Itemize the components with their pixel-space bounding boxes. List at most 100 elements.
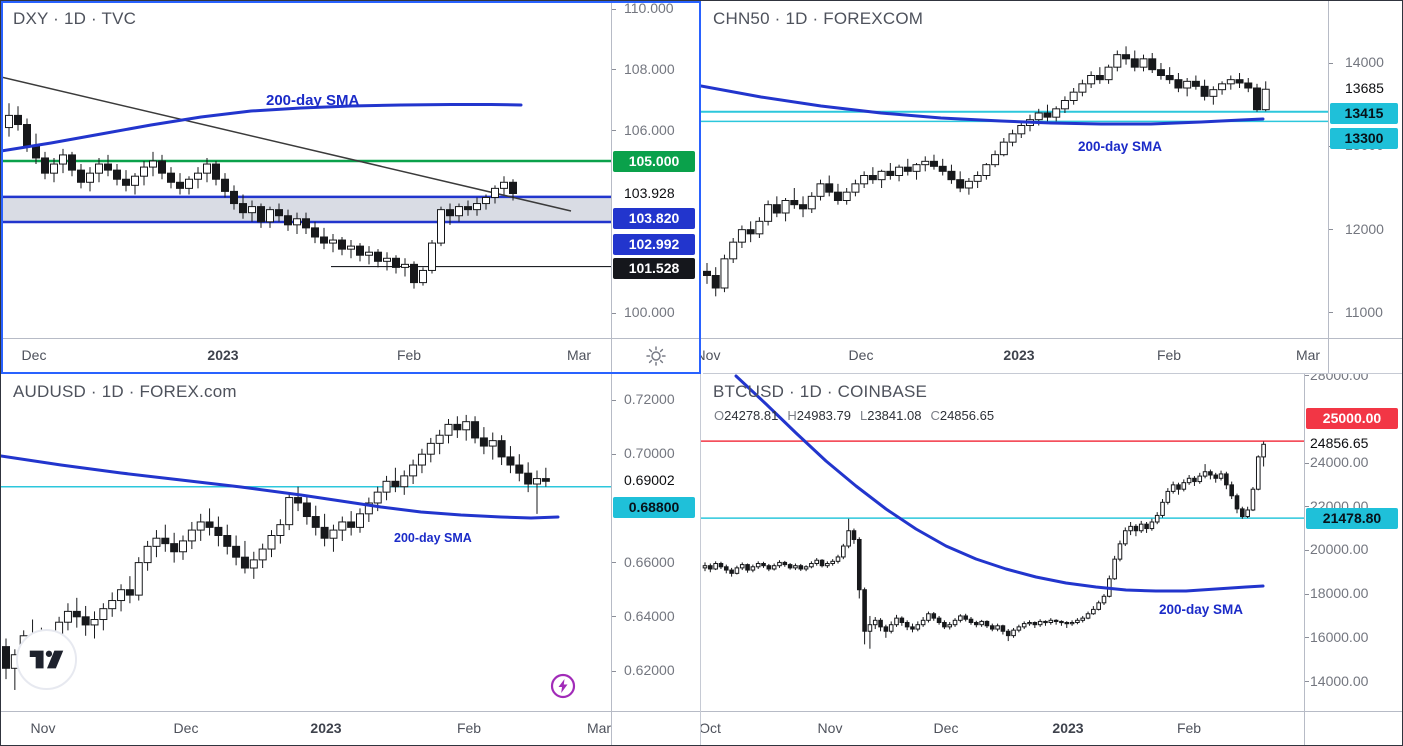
axis-tick-mark xyxy=(611,130,616,132)
pane-separator-vertical[interactable] xyxy=(700,374,701,745)
price-tick-label: 100.000 xyxy=(624,304,675,320)
axis-separator xyxy=(611,1,612,373)
price-level-badge: 21478.80 xyxy=(1306,507,1398,529)
axis-tick-mark xyxy=(1328,62,1333,64)
open-label: O xyxy=(714,408,725,423)
sma-200-line[interactable] xyxy=(701,84,1265,126)
price-tick-label: 0.64000 xyxy=(624,607,675,624)
price-level-badge: 101.528 xyxy=(613,257,695,279)
candlestick-chart-audusd[interactable] xyxy=(1,374,701,711)
sma-label-audusd: 200-day SMA xyxy=(394,531,472,545)
axis-tick-mark xyxy=(611,69,616,71)
axis-corner-cell[interactable] xyxy=(611,339,701,373)
time-axis-label: Nov xyxy=(701,347,721,363)
time-axis-label: 2023 xyxy=(310,720,342,736)
tradingview-logo-icon[interactable] xyxy=(15,628,78,696)
price-tick-label: 11000 xyxy=(1345,303,1383,320)
candlestick-chart-btcusd[interactable] xyxy=(701,374,1403,711)
time-separator xyxy=(701,711,1402,712)
price-tick-label: 110.000 xyxy=(624,1,674,16)
price-level-badge: 105.000 xyxy=(613,150,695,172)
price-tick-label: 24000.00 xyxy=(1310,454,1369,470)
ohlc-readout: O24278.81 H24983.79 L23841.08 C24856.65 xyxy=(714,408,1003,423)
symbol-title-chn50[interactable]: CHN50 · 1D · FOREXCOM xyxy=(713,9,924,28)
candlestick-series xyxy=(2,414,550,690)
time-axis-label: 2023 xyxy=(207,347,239,363)
axis-separator xyxy=(1328,1,1329,373)
trendline[interactable] xyxy=(1,76,572,212)
chart-pane-chn50[interactable]: CHN50 · 1D · FOREXCOM 200-day SMA 14000 1… xyxy=(701,1,1403,374)
axis-tick-mark xyxy=(611,453,616,455)
price-level-badge: 13300 xyxy=(1330,127,1398,149)
pane-separator-horizontal[interactable] xyxy=(703,373,1402,374)
price-axis-dxy[interactable]: 110.000 108.000 106.000 100.000 103.928 105.0… xyxy=(611,1,701,338)
time-axis-label: Dec xyxy=(848,347,874,363)
axis-tick-mark xyxy=(611,399,616,401)
price-axis-btcusd[interactable]: 28000.00 24000.00 22000.00 20000.00 18000.00… xyxy=(1304,374,1402,711)
time-axis-label: Mar xyxy=(566,347,592,363)
time-axis-label: Feb xyxy=(456,720,482,736)
candlestick-chart-dxy[interactable] xyxy=(1,1,701,338)
price-level-badge: 0.68800 xyxy=(613,496,695,518)
axis-tick-mark xyxy=(1304,462,1309,464)
time-axis-label: Feb xyxy=(1156,347,1182,363)
time-axis-label: Mar xyxy=(1295,347,1321,363)
candlestick-series xyxy=(703,46,1270,297)
axis-tick-mark xyxy=(611,312,616,314)
price-level-badge: 102.992 xyxy=(613,233,695,255)
sma-200-line[interactable] xyxy=(734,374,1265,593)
sun-icon[interactable] xyxy=(645,345,667,367)
price-tick-label: 16000.00 xyxy=(1310,628,1369,645)
current-price-label: 103.928 xyxy=(624,185,675,201)
current-price-label: 13685 xyxy=(1345,80,1384,96)
axis-tick-mark xyxy=(1328,312,1333,314)
time-separator xyxy=(701,338,1402,339)
symbol-title-btcusd[interactable]: BTCUSD · 1D · COINBASE xyxy=(713,382,928,401)
low-value: 23841.08 xyxy=(867,408,922,423)
sma-label-chn50: 200-day SMA xyxy=(1078,139,1163,154)
time-axis-label: Dec xyxy=(933,720,959,736)
time-axis-dxy[interactable]: Dec 2023 Feb Mar xyxy=(1,338,611,373)
time-axis-label: Feb xyxy=(1176,720,1202,736)
sma-200-line[interactable] xyxy=(1,103,523,153)
price-axis-audusd[interactable]: 0.72000 0.70000 0.66000 0.64000 0.62000 0.690… xyxy=(611,374,701,711)
axis-tick-mark xyxy=(611,562,616,564)
time-axis-btcusd[interactable]: Oct Nov Dec 2023 Feb xyxy=(701,711,1304,745)
low-label: L xyxy=(859,408,868,423)
price-tick-label: 14000 xyxy=(1345,54,1384,70)
axis-tick-mark xyxy=(1304,637,1309,639)
chart-pane-btcusd[interactable]: BTCUSD · 1D · COINBASE O24278.81 H24983.7… xyxy=(701,374,1403,745)
axis-tick-mark xyxy=(1328,229,1333,231)
symbol-title-audusd[interactable]: AUDUSD · 1D · FOREX.com xyxy=(13,382,237,401)
current-price-label: 0.69002 xyxy=(624,472,675,488)
chart-pane-dxy[interactable]: DXY · 1D · TVC 200-day SMA 110.000 108.00… xyxy=(1,1,701,374)
symbol-title-dxy[interactable]: DXY · 1D · TVC xyxy=(13,9,137,28)
price-tick-label: 12000 xyxy=(1345,220,1384,237)
time-axis-chn50[interactable]: Nov Dec 2023 Feb Mar xyxy=(701,338,1328,373)
axis-tick-mark xyxy=(1304,681,1309,682)
axis-separator xyxy=(611,374,612,745)
price-level-badge: 103.820 xyxy=(613,207,695,229)
price-tick-label: 0.72000 xyxy=(624,391,675,407)
axis-tick-mark xyxy=(611,670,616,672)
price-tick-label: 18000.00 xyxy=(1310,585,1369,602)
sma-label-btcusd: 200-day SMA xyxy=(1159,602,1244,617)
time-axis-label: Feb xyxy=(396,347,422,363)
candlestick-chart-chn50[interactable] xyxy=(701,1,1403,338)
lightning-bolt-icon[interactable] xyxy=(549,672,577,705)
time-axis-audusd[interactable]: Nov Dec 2023 Feb Mar xyxy=(1,711,612,745)
candlestick-series xyxy=(702,441,1266,649)
sma-200-line[interactable] xyxy=(1,454,560,520)
time-axis-label: 2023 xyxy=(1003,347,1035,363)
time-axis-label: Mar xyxy=(586,720,612,736)
price-level-badge: 13415 xyxy=(1330,102,1398,124)
time-axis-label: Nov xyxy=(817,720,843,736)
time-axis-label: Dec xyxy=(21,347,47,363)
current-price-label: 24856.65 xyxy=(1310,435,1369,451)
axis-tick-mark xyxy=(1304,375,1309,377)
price-axis-chn50[interactable]: 14000130001200011000136851341513300 xyxy=(1328,1,1402,338)
chart-pane-audusd[interactable]: AUDUSD · 1D · FOREX.com 200-day SMA 0.72… xyxy=(1,374,701,745)
price-tick-label: 0.70000 xyxy=(624,445,675,462)
price-tick-label: 0.62000 xyxy=(624,662,675,678)
